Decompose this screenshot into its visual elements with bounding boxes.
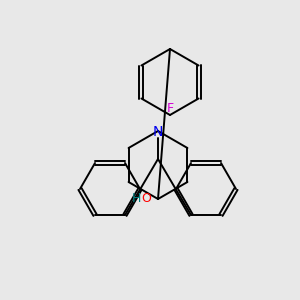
Text: F: F [167,101,174,115]
Text: O: O [141,191,151,205]
Text: H: H [131,191,141,205]
Text: N: N [153,125,163,139]
